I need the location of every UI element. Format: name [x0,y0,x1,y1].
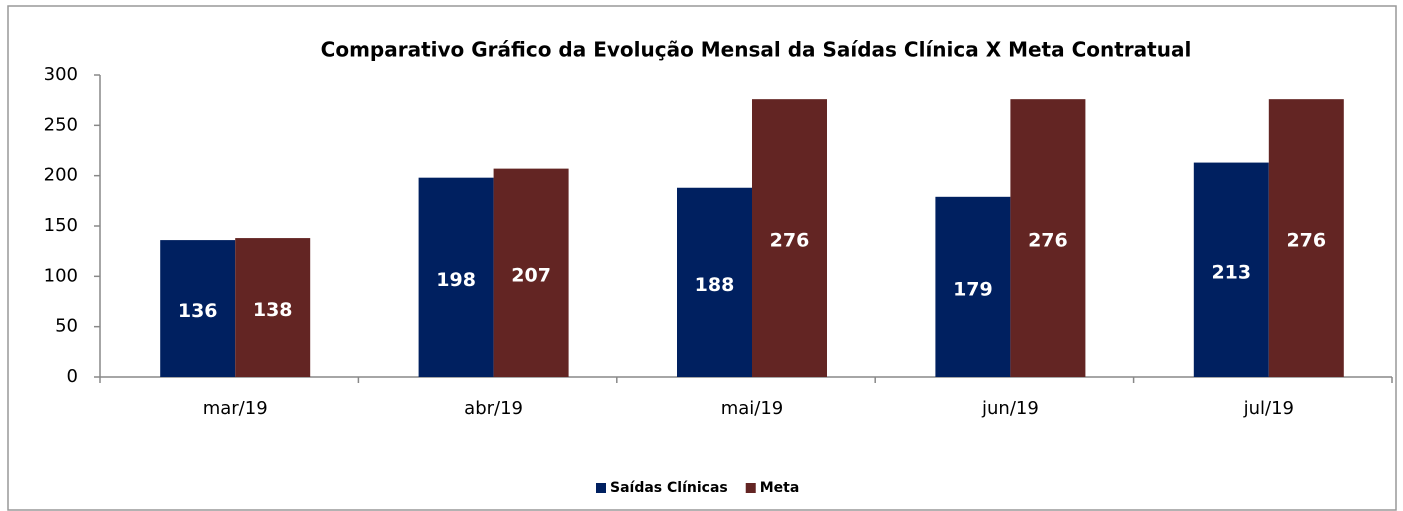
x-tick-label: mar/19 [203,398,268,419]
x-tick-label: abr/19 [464,398,523,419]
bar [418,177,494,377]
legend-swatch [745,483,756,493]
bar [235,238,311,377]
bar [752,99,827,377]
y-tick-label: 0 [67,366,78,387]
data-label: 213 [1211,261,1251,283]
bar [1193,162,1269,377]
data-label: 276 [1028,230,1068,252]
y-tick-label: 200 [44,165,78,186]
legend-label: Saídas Clínicas [610,480,728,496]
data-label: 188 [695,274,735,296]
y-tick-label: 100 [44,265,78,286]
y-tick-label: 300 [44,64,78,85]
legend-swatch [596,483,606,493]
y-tick-label: 50 [55,316,78,337]
data-label: 207 [511,264,551,286]
legend-label: Meta [760,480,800,496]
bar [935,196,1011,377]
bar [160,240,236,377]
x-tick-label: jun/19 [981,398,1039,419]
data-label: 276 [1286,230,1326,252]
y-tick-label: 150 [44,215,78,236]
bar [493,168,569,377]
data-label: 179 [953,278,993,300]
data-label: 138 [253,299,293,321]
chart-title: Comparativo Gráfico da Evolução Mensal d… [321,38,1192,62]
data-label: 276 [770,230,810,252]
bar [1268,99,1344,377]
x-tick-label: jul/19 [1243,398,1294,419]
y-tick-label: 250 [44,114,78,135]
bar [1010,99,1086,377]
data-label: 198 [436,269,476,291]
data-label: 136 [178,300,218,322]
x-tick-label: mai/19 [721,398,784,419]
bar [677,187,752,377]
